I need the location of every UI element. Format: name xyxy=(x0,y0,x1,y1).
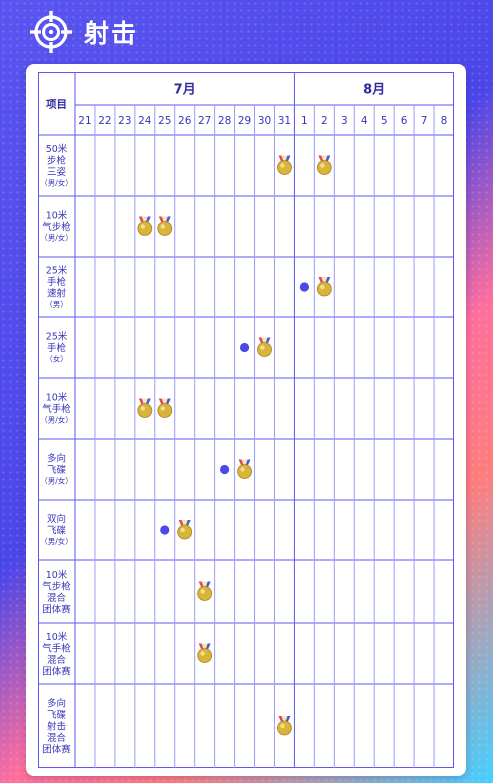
event-gender: （男/女） xyxy=(40,536,73,546)
day-label: 27 xyxy=(198,115,211,127)
gold-medal-icon xyxy=(197,643,213,663)
event-label: 混合 xyxy=(47,592,67,604)
event-label: 团体赛 xyxy=(42,744,71,756)
competition-dot xyxy=(220,464,230,475)
table-border xyxy=(38,72,454,768)
day-label: 2 xyxy=(321,115,328,127)
page-header: 射击 xyxy=(28,8,138,56)
event-label: 手枪 xyxy=(47,342,67,354)
event-label: 10米 xyxy=(46,210,68,222)
event-gender: （男/女） xyxy=(40,476,73,486)
gold-medal-icon xyxy=(157,216,173,236)
day-label: 30 xyxy=(258,115,271,127)
gold-medal-icon xyxy=(316,277,332,297)
event-gender: （男/女） xyxy=(40,177,73,187)
event-label: 多向 xyxy=(47,698,66,710)
event-label: 10米 xyxy=(46,392,68,404)
event-label: 气手枪 xyxy=(42,403,71,415)
event-label: 速射 xyxy=(47,287,67,299)
event-label: 混合 xyxy=(47,732,67,744)
day-label: 31 xyxy=(278,115,291,127)
event-label: 多向 xyxy=(47,453,66,465)
gold-medal-icon xyxy=(137,216,153,236)
day-label: 1 xyxy=(301,115,308,127)
day-label: 29 xyxy=(238,115,251,127)
schedule-card: 项目 7月 8月 21 22 23 24 25 26 27 28 29 30 31 1 2 3 4 5 6 7 8 50米步… xyxy=(26,64,466,776)
event-gender: （男/女） xyxy=(40,233,73,243)
day-label: 25 xyxy=(158,115,171,127)
gold-medal-icon xyxy=(277,155,292,175)
competition-dot xyxy=(239,342,250,353)
event-label: 10米 xyxy=(46,631,68,643)
gold-medal-icon xyxy=(257,337,272,357)
month-header: 7月 xyxy=(174,83,196,98)
event-label: 双向 xyxy=(47,513,66,525)
event-label: 飞碟 xyxy=(47,464,67,476)
day-label: 3 xyxy=(341,115,348,127)
event-label: 混合 xyxy=(47,654,67,666)
event-label: 飞碟 xyxy=(47,709,67,721)
event-label: 步枪 xyxy=(47,154,67,166)
competition-dot xyxy=(160,525,170,535)
event-gender: （女） xyxy=(45,354,68,364)
event-label: 气步枪 xyxy=(42,221,71,233)
gold-medal-icon xyxy=(177,520,193,540)
event-label: 飞碟 xyxy=(47,525,67,537)
gold-medal-icon xyxy=(157,398,173,418)
event-label: 50米 xyxy=(46,143,68,155)
event-label: 气步枪 xyxy=(42,580,71,592)
event-label: 三姿 xyxy=(47,166,67,178)
gold-medal-icon xyxy=(277,716,292,736)
event-label: 手枪 xyxy=(47,276,67,288)
gold-medal-icon xyxy=(197,581,213,601)
day-label: 5 xyxy=(381,115,388,127)
gold-medal-icon xyxy=(316,155,332,175)
event-gender: （男） xyxy=(45,300,68,309)
competition-dot xyxy=(299,282,309,292)
day-label: 6 xyxy=(401,115,408,127)
day-label: 21 xyxy=(78,115,91,127)
crosshair-icon xyxy=(30,11,72,53)
day-label: 24 xyxy=(138,115,152,127)
day-label: 23 xyxy=(118,115,131,127)
day-label: 4 xyxy=(361,115,368,127)
event-label: 团体赛 xyxy=(42,665,71,677)
event-label: 团体赛 xyxy=(42,603,71,615)
gold-medal-icon xyxy=(137,398,153,418)
event-label: 25米 xyxy=(46,264,68,276)
day-label: 28 xyxy=(218,115,231,127)
event-gender: （男/女） xyxy=(40,415,73,425)
day-label: 26 xyxy=(178,115,192,127)
event-label: 10米 xyxy=(46,569,68,581)
event-label: 气手枪 xyxy=(42,642,71,654)
gold-medal-icon xyxy=(237,459,252,479)
page-title: 射击 xyxy=(84,19,139,48)
day-label: 22 xyxy=(98,115,111,127)
month-header: 8月 xyxy=(363,83,385,98)
event-label: 25米 xyxy=(46,331,68,343)
event-label: 射击 xyxy=(47,721,66,733)
day-label: 8 xyxy=(441,115,448,127)
day-label: 7 xyxy=(421,115,428,127)
corner-label: 项目 xyxy=(46,99,67,111)
